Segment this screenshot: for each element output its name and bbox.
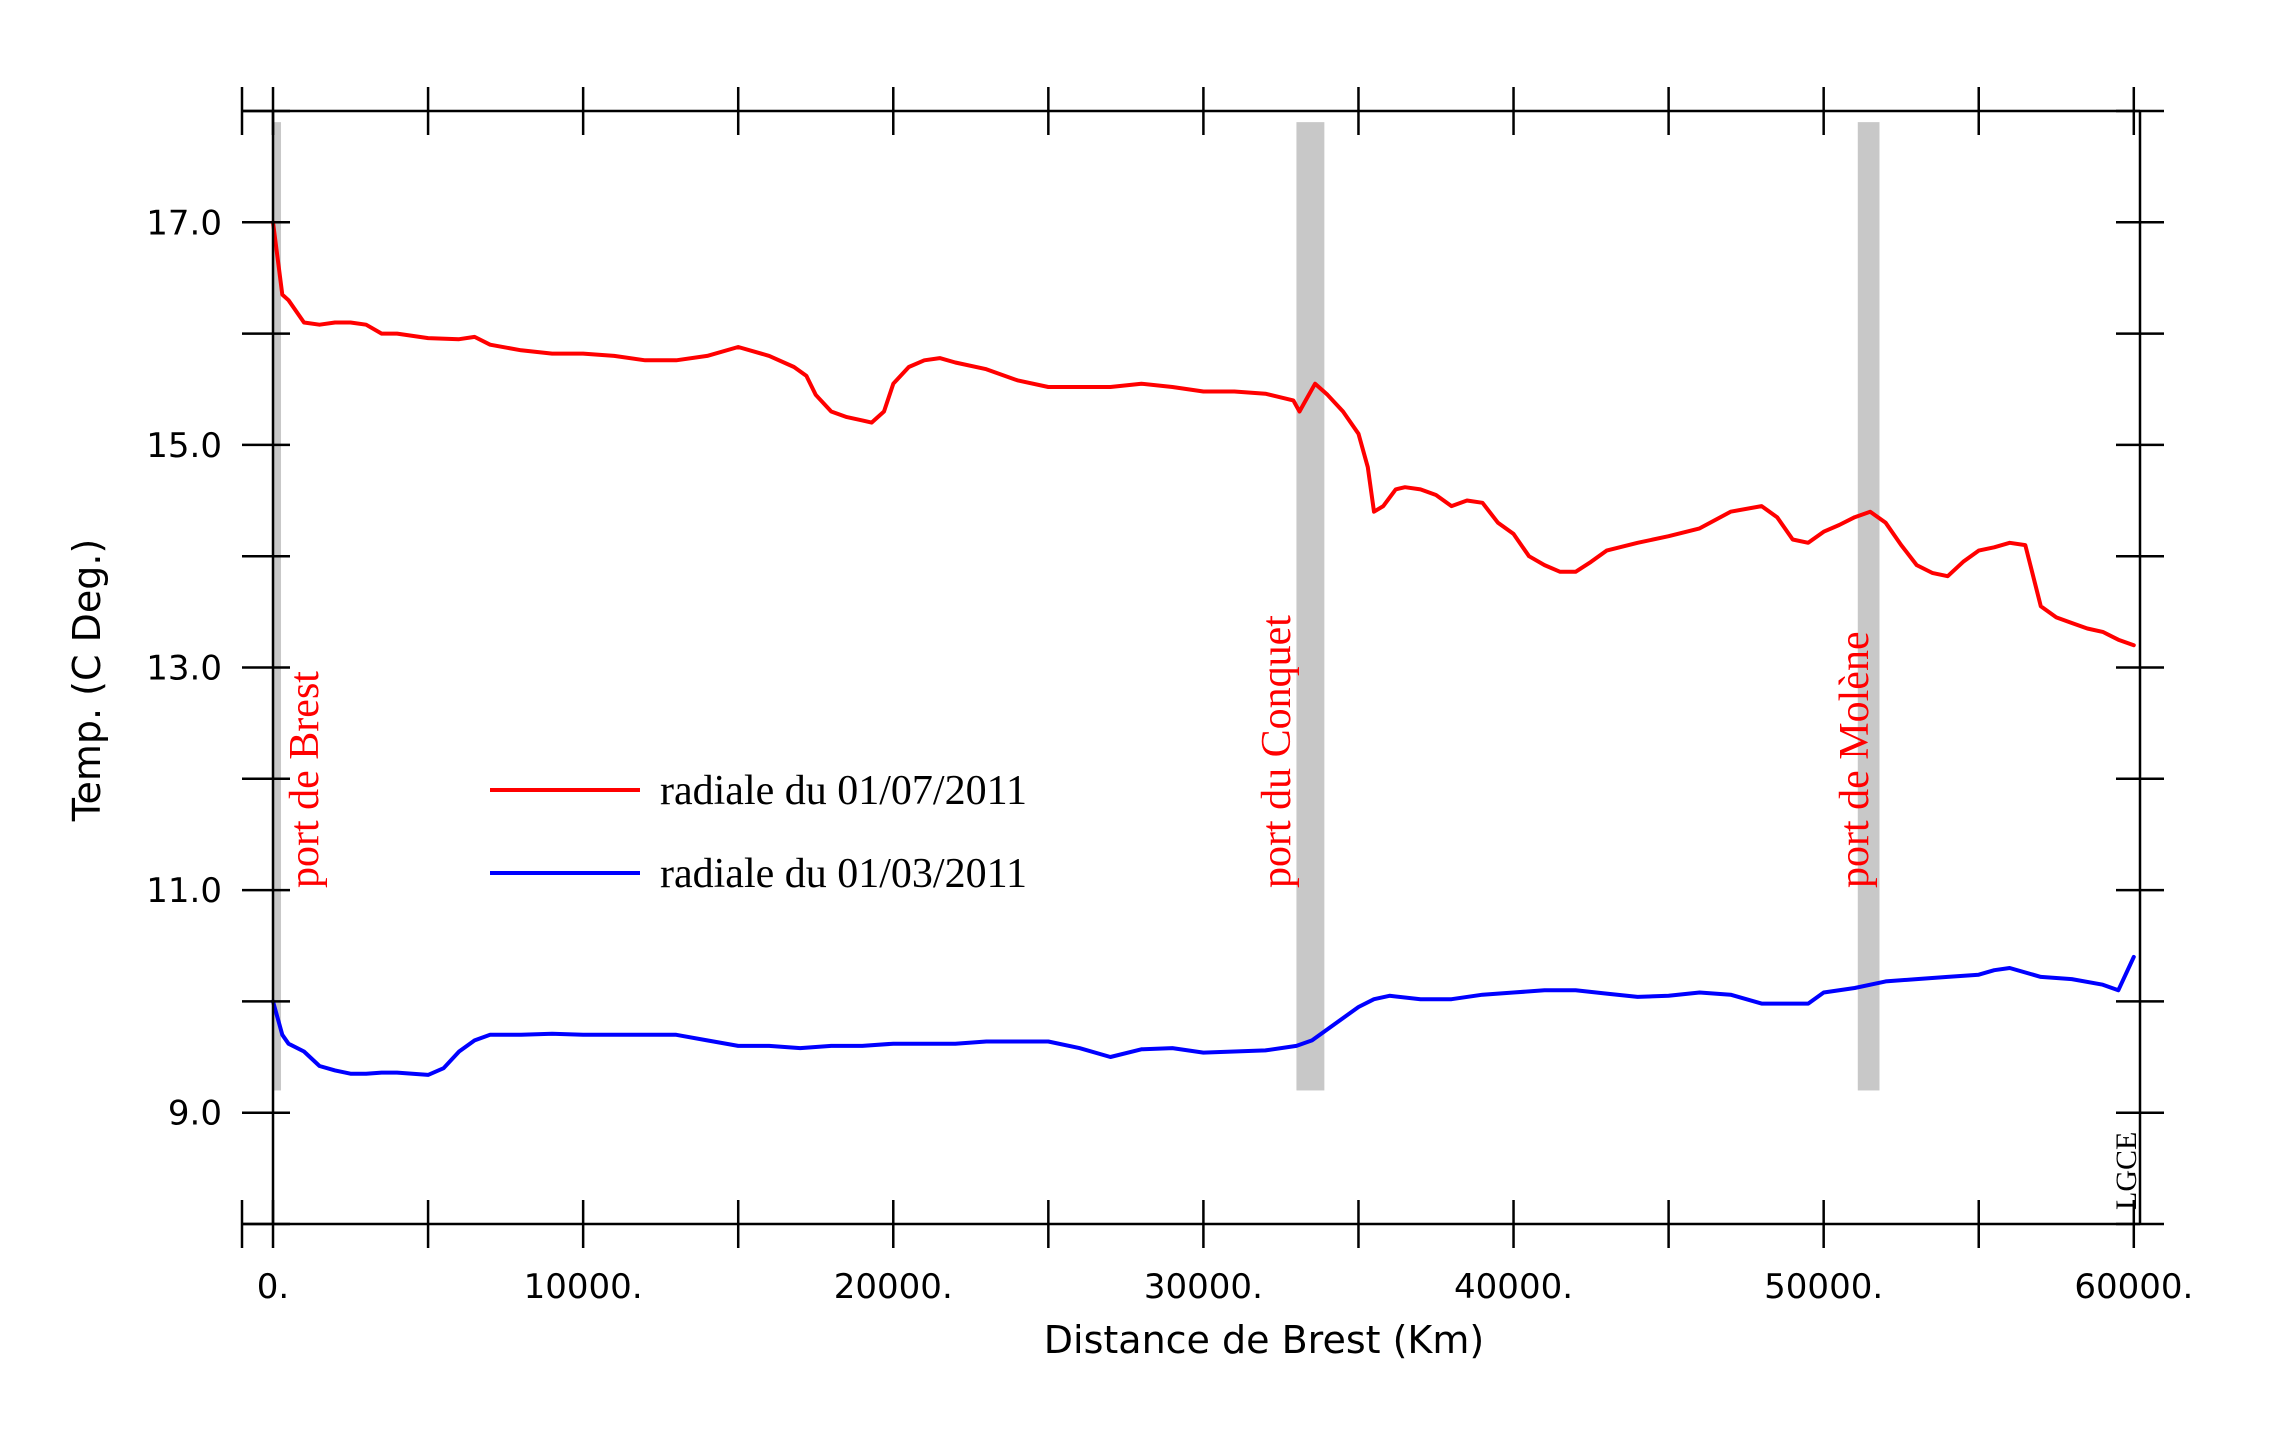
x-tick-label-5: 50000. xyxy=(1764,1267,1883,1307)
y-tick-label-1: 11.0 xyxy=(146,871,222,911)
port-band-2 xyxy=(1857,122,1880,1091)
port-band-0 xyxy=(273,122,282,1091)
legend: radiale du 01/07/2011 radiale du 01/03/20… xyxy=(490,768,1027,897)
series-line-0 xyxy=(271,220,2136,648)
y-tick-label-4: 17.0 xyxy=(146,203,222,243)
y-tick-label-3: 15.0 xyxy=(146,426,222,466)
port-label-2: port de Molène xyxy=(1832,631,1878,888)
x-tick-label-0: 0. xyxy=(257,1267,289,1307)
x-tick-label-6: 60000. xyxy=(2074,1267,2193,1307)
y-axis-label: Temp. (C Deg.) xyxy=(65,539,109,823)
x-axis-label: Distance de Brest (Km) xyxy=(1044,1318,1484,1362)
data-series xyxy=(271,220,2136,1077)
x-tick-label-2: 20000. xyxy=(834,1267,953,1307)
legend-label-0: radiale du 01/07/2011 xyxy=(660,768,1027,814)
axes: 0. 10000. 20000. 30000. 40000. 50000. 60000. 9.… xyxy=(146,87,2193,1307)
watermark-text: LGCE xyxy=(2110,1132,2143,1210)
series-line-1 xyxy=(271,954,2136,1077)
port-bands xyxy=(273,122,1880,1091)
port-label-0: port de Brest xyxy=(282,671,328,888)
port-label-1: port du Conquet xyxy=(1254,615,1300,888)
port-labels: port de Brest port du Conquet port de Molè… xyxy=(282,615,1878,888)
y-tick-label-2: 13.0 xyxy=(146,649,222,689)
legend-label-1: radiale du 01/03/2011 xyxy=(660,851,1027,897)
x-tick-label-3: 30000. xyxy=(1144,1267,1263,1307)
port-band-1 xyxy=(1296,122,1325,1091)
x-tick-label-1: 10000. xyxy=(524,1267,643,1307)
x-tick-label-4: 40000. xyxy=(1454,1267,1573,1307)
y-tick-label-0: 9.0 xyxy=(168,1094,222,1134)
